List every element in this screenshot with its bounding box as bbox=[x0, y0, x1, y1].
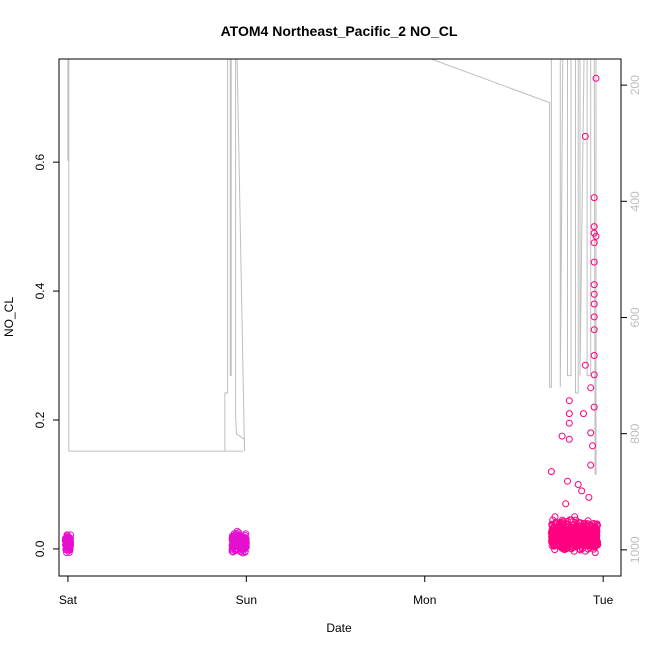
data-point bbox=[548, 542, 556, 550]
data-point bbox=[581, 132, 589, 140]
data-point bbox=[565, 530, 573, 538]
chart-title: ATOM4 Northeast_Pacific_2 NO_CL bbox=[221, 23, 458, 39]
data-point bbox=[590, 290, 598, 298]
data-point bbox=[64, 531, 71, 539]
data-point bbox=[588, 540, 596, 548]
y-tick-label: 0.0 bbox=[33, 540, 47, 557]
data-point bbox=[581, 361, 589, 369]
y-axis: 0.0 0.2 0.4 0.6 bbox=[33, 153, 60, 557]
data-point bbox=[572, 522, 580, 530]
data-point bbox=[592, 541, 600, 549]
y2-tick-label: 1000 bbox=[628, 536, 642, 563]
data-point bbox=[587, 461, 595, 469]
data-point bbox=[580, 410, 587, 418]
data-point bbox=[562, 500, 570, 508]
data-point bbox=[557, 539, 565, 547]
data-point bbox=[556, 538, 564, 546]
y2-tick-label: 600 bbox=[628, 307, 642, 327]
data-point bbox=[241, 534, 249, 542]
data-point bbox=[568, 528, 575, 536]
data-point bbox=[578, 487, 586, 495]
data-point bbox=[551, 513, 559, 521]
y-tick-label: 0.4 bbox=[33, 282, 47, 299]
data-point bbox=[562, 543, 570, 551]
data-point bbox=[64, 539, 72, 547]
x-axis: Sat Sun Mon Tue bbox=[59, 575, 614, 607]
data-point bbox=[547, 468, 555, 476]
data-point bbox=[587, 384, 595, 392]
data-point bbox=[63, 535, 71, 543]
data-point bbox=[590, 258, 598, 266]
y-tick-label: 0.2 bbox=[33, 411, 47, 428]
y2-tick-label: 800 bbox=[628, 423, 642, 443]
x-tick-label: Mon bbox=[413, 593, 436, 607]
data-point bbox=[564, 477, 571, 485]
data-point bbox=[63, 549, 71, 557]
x-tick-label: Tue bbox=[593, 593, 614, 607]
x-axis-label: Date bbox=[326, 621, 352, 635]
y2-axis: 200 400 600 800 1000 bbox=[620, 75, 642, 563]
data-point bbox=[558, 432, 566, 440]
y-tick-label: 0.6 bbox=[33, 153, 47, 170]
pressure-line bbox=[67, 59, 597, 475]
data-point bbox=[590, 281, 598, 289]
y-axis-label: NO_CL bbox=[2, 297, 16, 337]
x-tick-label: Sat bbox=[59, 593, 78, 607]
data-point bbox=[568, 538, 575, 546]
x-tick-label: Sun bbox=[236, 593, 257, 607]
data-point bbox=[590, 371, 598, 379]
data-point bbox=[585, 493, 593, 501]
data-point bbox=[230, 538, 238, 546]
data-point bbox=[587, 429, 595, 437]
data-point bbox=[581, 525, 589, 533]
data-point bbox=[571, 513, 579, 521]
data-point bbox=[592, 232, 600, 240]
data-point bbox=[558, 529, 566, 537]
data-point bbox=[64, 544, 72, 552]
data-point bbox=[587, 530, 595, 538]
data-point bbox=[576, 545, 584, 553]
data-point bbox=[581, 540, 589, 548]
data-point bbox=[559, 525, 567, 533]
data-point bbox=[590, 239, 598, 247]
data-point bbox=[590, 300, 598, 308]
y2-tick-label: 200 bbox=[628, 75, 642, 95]
data-point bbox=[590, 223, 598, 231]
data-point bbox=[565, 419, 573, 427]
pressure-line-layer bbox=[67, 59, 597, 475]
data-point bbox=[590, 194, 598, 202]
data-point bbox=[574, 481, 582, 488]
data-point bbox=[239, 549, 247, 557]
data-point bbox=[589, 442, 596, 450]
data-point bbox=[583, 521, 591, 529]
data-point bbox=[565, 410, 573, 418]
y2-tick-label: 400 bbox=[628, 191, 642, 211]
data-point bbox=[565, 435, 573, 443]
data-point bbox=[551, 526, 559, 534]
data-point bbox=[579, 536, 587, 543]
data-point bbox=[228, 547, 236, 555]
data-point bbox=[565, 397, 573, 405]
data-point bbox=[590, 326, 598, 334]
data-point bbox=[592, 74, 600, 82]
data-point bbox=[230, 536, 238, 544]
data-point bbox=[590, 403, 598, 411]
data-point bbox=[590, 313, 598, 321]
data-point bbox=[548, 533, 556, 541]
data-point bbox=[233, 527, 241, 535]
data-point bbox=[548, 520, 556, 528]
data-point bbox=[563, 517, 571, 525]
data-point bbox=[585, 540, 593, 548]
data-point bbox=[590, 352, 598, 359]
points-layer bbox=[61, 74, 602, 557]
